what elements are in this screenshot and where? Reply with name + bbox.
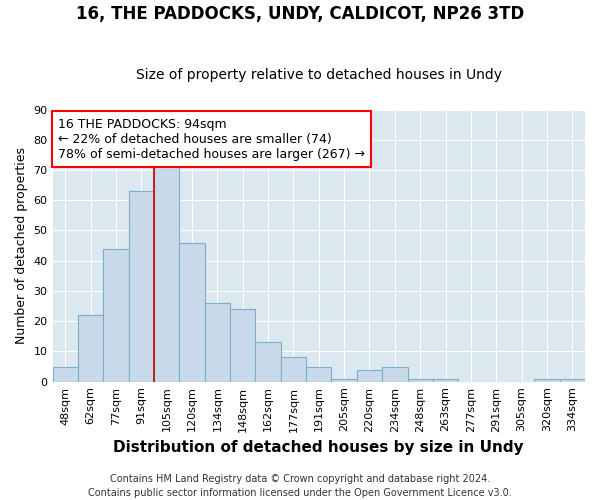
Bar (154, 161, 179, 382)
Y-axis label: Number of detached properties: Number of detached properties (15, 147, 28, 344)
Text: 16, THE PADDOCKS, UNDY, CALDICOT, NP26 3TD: 16, THE PADDOCKS, UNDY, CALDICOT, NP26 3… (76, 5, 524, 23)
Bar (103, 248, 128, 382)
Bar (534, 378, 560, 382)
Text: Contains HM Land Registry data © Crown copyright and database right 2024.
Contai: Contains HM Land Registry data © Crown c… (88, 474, 512, 498)
Bar (281, 358, 306, 382)
Bar (230, 309, 256, 382)
Bar (433, 378, 458, 382)
Bar (128, 191, 154, 382)
X-axis label: Distribution of detached houses by size in Undy: Distribution of detached houses by size … (113, 440, 524, 455)
Bar (407, 378, 433, 382)
Bar (331, 378, 357, 382)
Bar (560, 378, 585, 382)
Title: Size of property relative to detached houses in Undy: Size of property relative to detached ho… (136, 68, 502, 82)
Bar (78, 315, 103, 382)
Text: 16 THE PADDOCKS: 94sqm
← 22% of detached houses are smaller (74)
78% of semi-det: 16 THE PADDOCKS: 94sqm ← 22% of detached… (58, 118, 365, 160)
Bar (205, 303, 230, 382)
Bar (179, 242, 205, 382)
Bar (357, 370, 382, 382)
Bar (306, 366, 331, 382)
Bar (382, 366, 407, 382)
Bar (256, 342, 281, 382)
Bar (53, 366, 78, 382)
